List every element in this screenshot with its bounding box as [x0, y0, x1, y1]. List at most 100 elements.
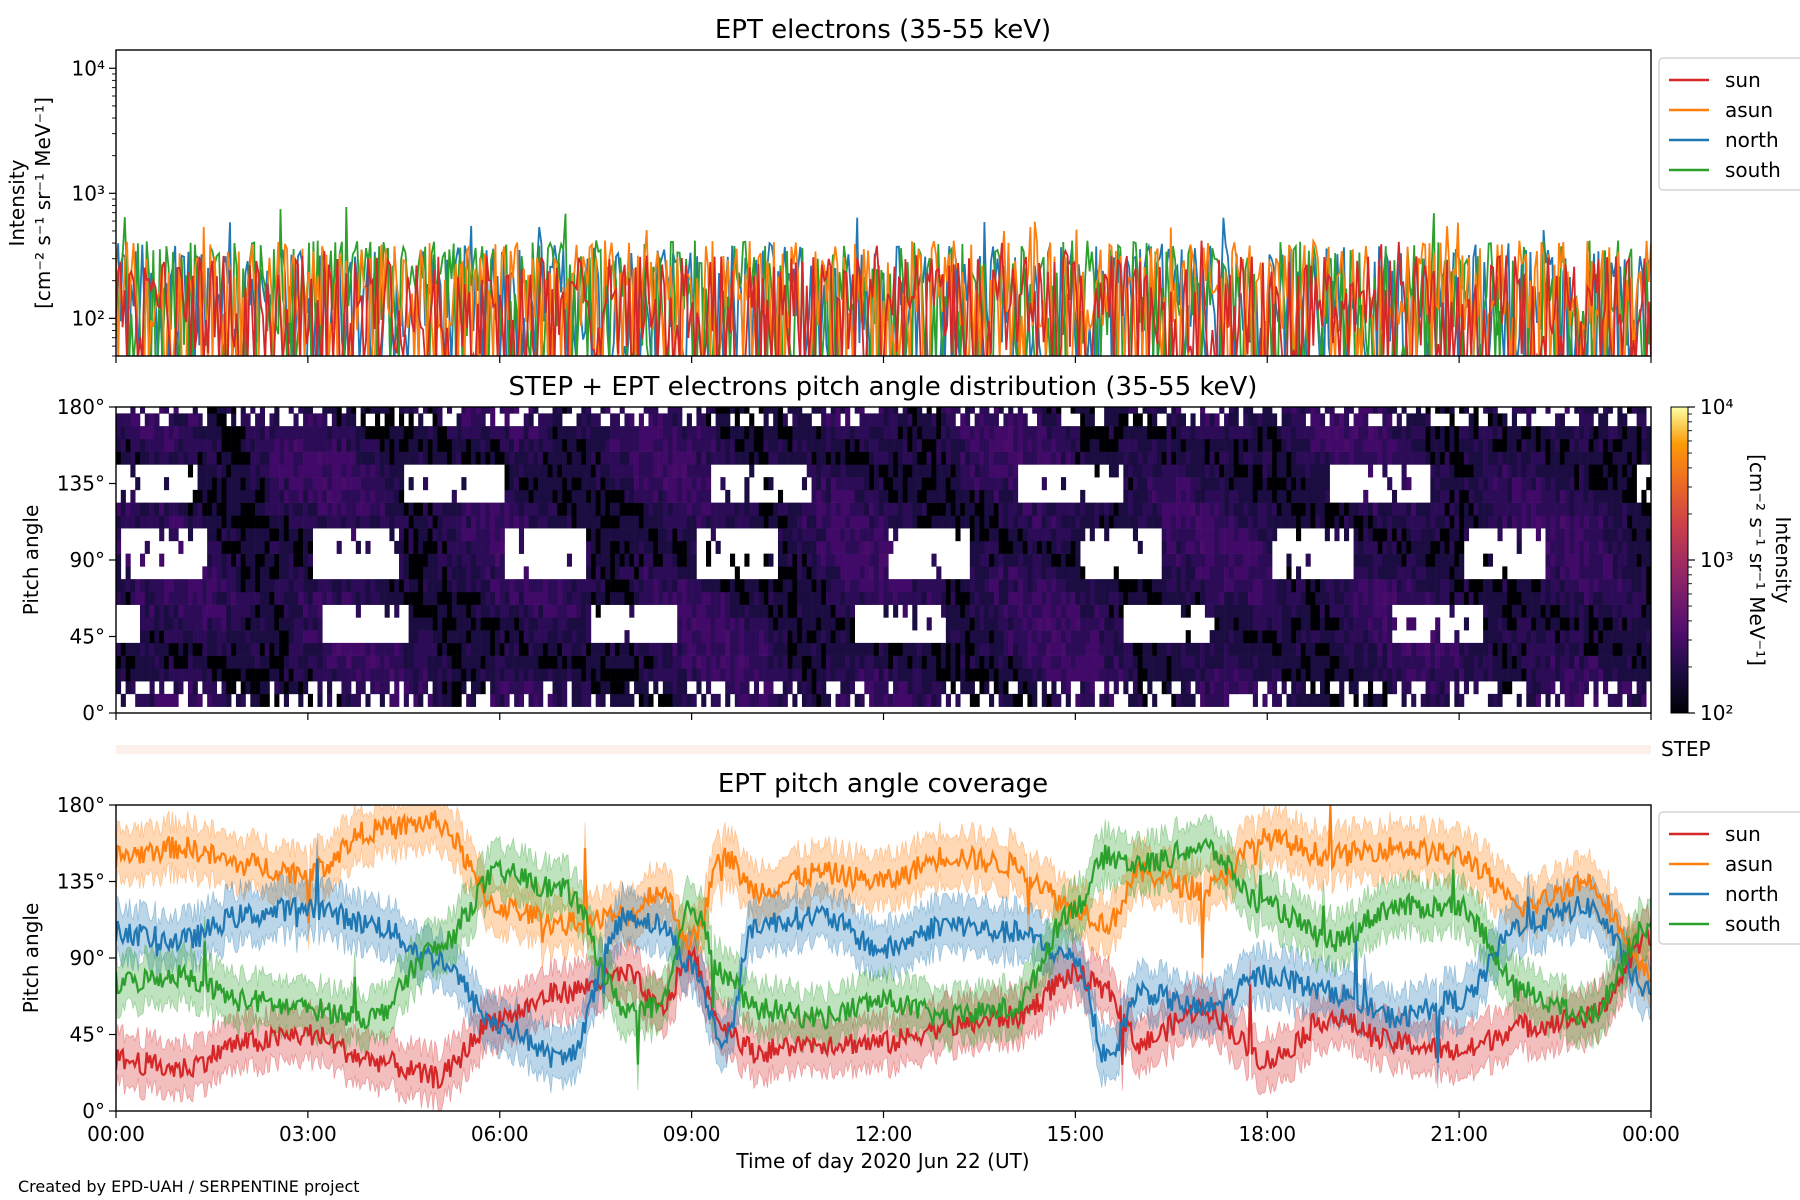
pad-cell [897, 438, 903, 452]
pad-cell [1248, 630, 1254, 644]
pad-cell [586, 693, 592, 707]
pad-cell [446, 693, 453, 707]
pad-cell [1084, 413, 1091, 427]
pad-cell [677, 693, 683, 707]
pad-cell [1156, 579, 1163, 593]
pad-cell [533, 438, 539, 452]
pad-cell [936, 681, 942, 695]
pad-cell [437, 515, 443, 529]
pad-cell [523, 630, 529, 644]
pad-cell [1037, 438, 1043, 452]
pad-cell [207, 464, 213, 478]
pad-cell [413, 407, 419, 414]
pad-cell [730, 655, 736, 669]
pad-cell [322, 407, 328, 414]
pad-cell [197, 591, 203, 605]
pad-cell [255, 642, 261, 656]
pad-cell [490, 604, 496, 618]
pad-cell [672, 528, 678, 542]
pad-cell [231, 617, 237, 631]
pad-cell [907, 668, 913, 682]
pad-cell [600, 668, 606, 682]
pad-cell [399, 591, 405, 605]
pad-cell [442, 591, 448, 605]
pad-cell [370, 426, 376, 440]
pad-cell [504, 502, 510, 516]
pad-cell [403, 591, 409, 605]
pad-cell [691, 528, 697, 542]
pad-cell [672, 515, 678, 529]
pad-cell [542, 630, 549, 644]
pad-cell [255, 579, 261, 593]
pad-cell [490, 617, 496, 631]
pad-cell [303, 426, 309, 440]
pad-cell [360, 668, 366, 682]
pad-cell [1334, 528, 1340, 542]
pad-cell [1228, 655, 1234, 669]
pad-cell [518, 426, 525, 440]
pad-cell [1248, 502, 1254, 516]
pad-cell [1334, 617, 1340, 631]
pad-cell [691, 438, 697, 452]
pad-cell [379, 426, 385, 440]
pad-cell [634, 668, 640, 682]
pad-cell [945, 642, 951, 656]
pad-cell [1334, 642, 1340, 656]
pad-cell [341, 464, 347, 478]
pad-cell [317, 668, 323, 682]
pad-cell [1257, 604, 1263, 618]
pad-cell [1315, 604, 1321, 618]
pad-cell [1166, 464, 1172, 478]
pad-cell [499, 553, 505, 567]
pad-cell [255, 451, 261, 465]
pad-cell [1132, 477, 1139, 491]
pad-cell [1152, 407, 1158, 414]
pad-cell [303, 528, 309, 542]
pad-cell [619, 489, 625, 503]
pad-cell [1233, 617, 1239, 631]
pad-cell [1257, 502, 1263, 516]
pad-cell [1166, 477, 1172, 491]
pad-cell [864, 681, 870, 695]
pad-cell [1099, 668, 1105, 682]
pad-cell [993, 426, 999, 440]
pad-cell [801, 604, 808, 618]
pad-cell [1214, 566, 1220, 580]
pad-cell [1108, 451, 1115, 465]
pad-cell [989, 528, 995, 542]
pad-cell [149, 502, 155, 516]
pad-cell [1051, 681, 1057, 695]
pad-cell [135, 413, 141, 427]
pad-cell [264, 451, 270, 465]
pad-cell [926, 413, 932, 427]
pad-cell [643, 655, 649, 669]
pad-cell [629, 604, 635, 618]
pad-cell [763, 477, 769, 491]
pad-cell [998, 451, 1004, 465]
pad-cell [451, 630, 457, 644]
pad-cell [629, 413, 635, 427]
pad-cell [427, 630, 433, 644]
pad-cell [154, 604, 160, 618]
pad-cell [849, 502, 856, 516]
pad-cell [288, 591, 294, 605]
pad-cell [370, 668, 376, 682]
pad-cell [787, 591, 793, 605]
pad-cell [586, 515, 592, 529]
pad-cell [960, 604, 966, 618]
pad-cell [125, 413, 131, 427]
pad-cell [288, 540, 294, 554]
pad-cell [144, 502, 150, 516]
pad-cell [336, 655, 342, 669]
pad-cell [514, 464, 520, 478]
pad-cell [965, 426, 971, 440]
pad-cell [662, 642, 668, 656]
pad-cell [413, 681, 419, 695]
pad-cell [1252, 413, 1258, 427]
pad-cell [782, 426, 788, 440]
pad-cell [974, 502, 980, 516]
pad-cell [849, 489, 856, 503]
pad-cell [1118, 604, 1124, 618]
pad-cell [1204, 451, 1210, 465]
pad-cell [792, 604, 798, 618]
